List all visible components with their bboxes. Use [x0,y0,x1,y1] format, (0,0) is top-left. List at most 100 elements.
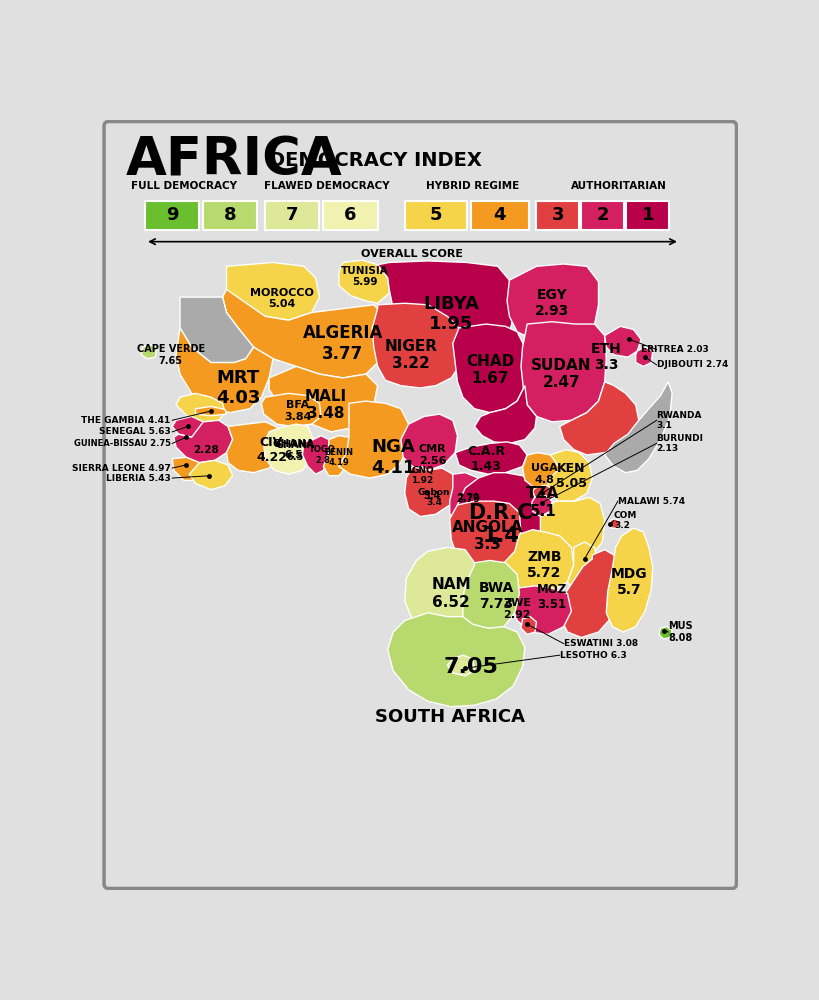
Polygon shape [372,303,462,388]
Text: DJIBOUTI 2.74: DJIBOUTI 2.74 [656,360,727,369]
Text: 7: 7 [286,206,298,224]
Text: FLAWED DEMOCRACY: FLAWED DEMOCRACY [264,181,390,191]
Text: 8: 8 [224,206,237,224]
Bar [323,201,378,230]
Polygon shape [226,262,319,320]
Bar [536,201,578,230]
Polygon shape [269,366,378,432]
Polygon shape [323,436,350,476]
Text: BFA
3.84: BFA 3.84 [283,400,311,422]
Text: CIV
4.22: CIV 4.22 [256,436,287,464]
Text: AUTHORITARIAN: AUTHORITARIAN [570,181,666,191]
Text: SIERRA LEONE 4.97: SIERRA LEONE 4.97 [72,464,170,473]
Text: MUS
8.08: MUS 8.08 [667,621,692,643]
Text: THE GAMBIA 4.41: THE GAMBIA 4.41 [81,416,170,425]
Text: EGY
2.93: EGY 2.93 [534,288,568,318]
Polygon shape [635,347,652,366]
Text: 2.28: 2.28 [192,445,218,455]
Polygon shape [408,466,429,483]
Polygon shape [457,473,544,568]
Text: BENIN
4.19: BENIN 4.19 [324,448,353,467]
Text: HYBRID REGIME: HYBRID REGIME [426,181,519,191]
Text: TZA
5.1: TZA 5.1 [526,486,559,519]
Text: CAPE VERDE
7.65: CAPE VERDE 7.65 [137,344,205,366]
Text: KEN
5.05: KEN 5.05 [555,462,586,490]
Text: 7.05: 7.05 [442,657,497,677]
Polygon shape [449,473,483,520]
Polygon shape [176,393,224,422]
Text: MDG
5.7: MDG 5.7 [610,567,647,597]
Text: 4: 4 [493,206,505,224]
Polygon shape [189,460,233,490]
Polygon shape [405,466,455,517]
Text: NGA
4.11: NGA 4.11 [370,438,414,477]
Polygon shape [604,382,672,473]
Text: SOUTH AFRICA: SOUTH AFRICA [374,708,524,726]
Text: MRT
4.03: MRT 4.03 [215,369,260,407]
Text: FULL DEMOCRACY: FULL DEMOCRACY [131,181,237,191]
Text: NIGER
3.22: NIGER 3.22 [384,339,437,371]
Text: MALI
3.48: MALI 3.48 [305,389,346,421]
Text: 5: 5 [429,206,441,224]
Text: RWANDA
3.1: RWANDA 3.1 [656,411,701,430]
Text: ALGERIA
3.77: ALGERIA 3.77 [302,324,382,363]
Polygon shape [658,627,672,639]
Text: C.A.R
1.43: C.A.R 1.43 [467,445,505,473]
Polygon shape [511,586,571,634]
Polygon shape [264,424,313,474]
Polygon shape [338,260,389,303]
Text: MOZ
3.51: MOZ 3.51 [536,583,567,611]
Polygon shape [400,414,457,470]
Polygon shape [520,322,605,422]
Text: BWA
7.73: BWA 7.73 [478,581,514,611]
Text: CMR
2.56: CMR 2.56 [419,444,446,466]
Text: 3: 3 [551,206,563,224]
Polygon shape [462,560,518,632]
Polygon shape [302,436,328,474]
Bar [581,201,623,230]
Polygon shape [532,496,551,517]
Text: NAM
6.52: NAM 6.52 [431,577,470,610]
Text: ERITREA 2.03: ERITREA 2.03 [640,345,708,354]
Text: SUDAN
2.47: SUDAN 2.47 [531,358,590,390]
Bar [470,201,528,230]
Polygon shape [604,326,640,357]
Polygon shape [141,345,156,359]
Polygon shape [172,457,203,480]
Bar [145,201,199,230]
Text: LIBERIA 5.43: LIBERIA 5.43 [106,474,170,483]
Polygon shape [522,453,559,488]
Polygon shape [226,422,284,473]
Text: GNQ
1.92: GNQ 1.92 [410,466,433,485]
Polygon shape [172,416,203,437]
Text: GHANA
6.5: GHANA 6.5 [273,439,314,460]
Polygon shape [449,501,520,568]
Polygon shape [261,393,321,426]
Polygon shape [455,442,527,474]
Text: MOROCCO
5.04: MOROCCO 5.04 [250,288,314,309]
Polygon shape [180,297,253,363]
FancyBboxPatch shape [104,122,735,888]
Polygon shape [222,289,396,378]
Text: Gabon
3.4: Gabon 3.4 [418,488,450,507]
Text: GHANA
6.5: GHANA 6.5 [274,440,314,462]
Text: ESWATINI 3.08: ESWATINI 3.08 [563,639,637,648]
Text: D.R.C
1.4: D.R.C 1.4 [468,503,532,546]
Bar [626,201,668,230]
Polygon shape [506,264,598,343]
Polygon shape [609,519,619,528]
Polygon shape [520,617,536,634]
Text: DEMOCRACY INDEX: DEMOCRACY INDEX [269,151,482,170]
Text: AFRICA: AFRICA [125,134,342,186]
Polygon shape [547,450,591,501]
Polygon shape [474,386,536,443]
Polygon shape [452,324,527,413]
Text: 2.79: 2.79 [456,493,479,502]
Text: BURUNDI
2.13: BURUNDI 2.13 [656,434,703,453]
Polygon shape [532,485,553,502]
Text: 1: 1 [640,206,654,224]
Text: TOGO
2.8: TOGO 2.8 [309,445,336,465]
Text: UGA
4.8: UGA 4.8 [530,463,557,485]
Text: TUNISIA
5.99: TUNISIA 5.99 [340,266,388,287]
Text: 3.4: 3.4 [423,491,440,501]
